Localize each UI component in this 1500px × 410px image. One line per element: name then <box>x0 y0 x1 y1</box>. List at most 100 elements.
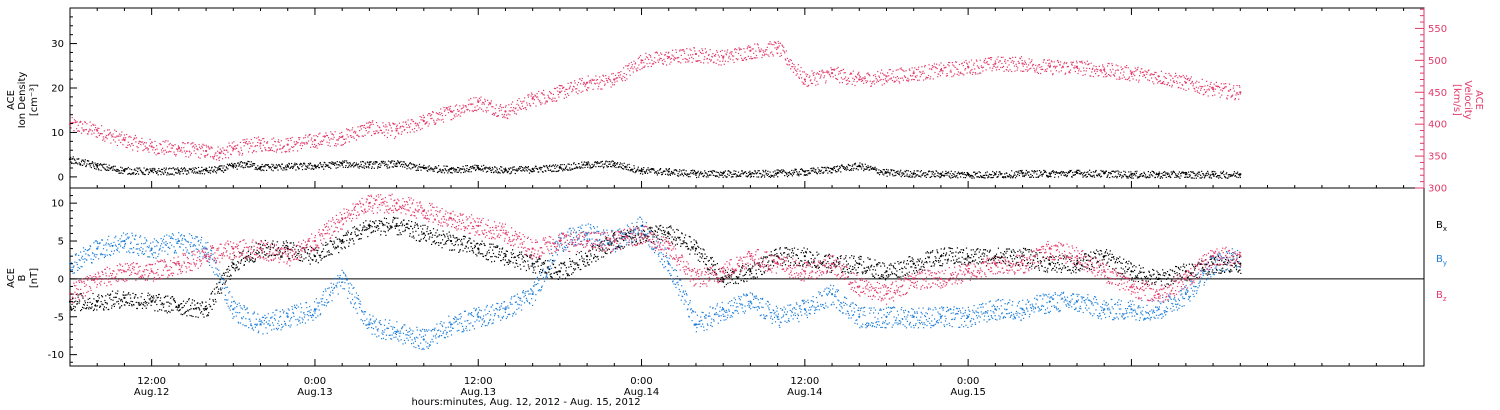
density-tick-label: 20 <box>51 84 64 95</box>
b-tick-label: -5 <box>54 312 64 323</box>
velocity-point <box>830 72 834 75</box>
velocity-point <box>776 46 779 49</box>
velocity-axis-title-line-2: Velocity <box>1462 80 1473 119</box>
velocity-axis-title-line-3: [km/s] <box>1451 84 1462 116</box>
density-point <box>368 163 371 166</box>
by-point <box>1048 300 1051 303</box>
bz-point <box>449 217 453 220</box>
x-tick-label-time: 12:00 <box>790 376 819 387</box>
x-tick-label-date: Aug.13 <box>461 387 496 398</box>
bx-point <box>477 247 480 250</box>
velocity-point <box>1211 87 1215 91</box>
bz-point <box>204 255 208 258</box>
bx-scatter-cloud <box>70 216 1242 318</box>
bz-point <box>1103 270 1106 273</box>
bx-point <box>749 270 752 273</box>
x-tick-label-time: 0:00 <box>304 376 326 387</box>
bx-point <box>1239 262 1242 265</box>
bottom-plot-area <box>68 193 1242 351</box>
density-scatter-cloud <box>70 156 1241 179</box>
velocity-point <box>558 91 561 94</box>
velocity-point <box>640 59 643 62</box>
x-tick-label-date: Aug.13 <box>297 387 332 398</box>
by-point <box>803 308 806 311</box>
by-point <box>749 300 752 303</box>
b-tick-label: 5 <box>58 237 64 248</box>
by-point <box>395 330 398 334</box>
legend-bx-sub: x <box>1443 225 1447 233</box>
bx-point <box>504 255 507 258</box>
velocity-point <box>449 110 453 113</box>
b-tick-label: 0 <box>58 274 64 285</box>
bx-point <box>694 247 698 250</box>
bz-point <box>1130 285 1133 288</box>
bx-point <box>803 255 806 258</box>
bx-point <box>667 232 670 235</box>
by-point <box>150 247 153 250</box>
bx-point <box>967 255 970 258</box>
bz-point <box>313 239 317 243</box>
velocity-tick-label: 400 <box>1428 120 1447 131</box>
bz-point <box>1075 255 1079 258</box>
velocity-tick-label: 300 <box>1428 184 1447 195</box>
density-point <box>259 166 262 169</box>
by-point <box>1157 308 1160 311</box>
bx-point <box>177 304 180 307</box>
bz-point <box>885 292 888 296</box>
velocity-tick-label: 550 <box>1428 24 1447 35</box>
bz-point <box>477 224 480 227</box>
bz-point <box>830 262 834 265</box>
bz-point <box>259 247 262 250</box>
bz-point <box>694 277 698 280</box>
velocity-point <box>939 68 943 72</box>
by-point <box>776 315 779 318</box>
velocity-point <box>1103 68 1106 72</box>
velocity-axis-title-line-1: ACE <box>1473 90 1484 110</box>
velocity-point <box>395 129 398 132</box>
x-tick-label-date: Aug.12 <box>134 387 169 398</box>
legend-bx-base: B <box>1436 220 1443 231</box>
axes: 12:00Aug.120:00Aug.1312:00Aug.130:00Aug.… <box>48 8 1447 398</box>
top-panel-frame <box>69 7 1425 189</box>
legend-bx: Bx <box>1436 220 1447 233</box>
x-tick-label-date: Aug.14 <box>624 387 659 398</box>
by-point <box>912 315 915 318</box>
velocity-point <box>749 49 752 52</box>
density-point <box>939 172 943 175</box>
bz-point <box>667 247 670 250</box>
bz-point <box>722 270 725 273</box>
velocity-point <box>259 142 262 145</box>
by-point <box>939 315 943 318</box>
velocity-tick-label: 350 <box>1428 152 1447 163</box>
density-point <box>667 170 670 173</box>
density-point <box>96 164 99 167</box>
x-axis-title: hours:minutes, Aug. 12, 2012 - Aug. 15, … <box>411 397 640 408</box>
x-tick-label-date: Aug.14 <box>787 387 822 398</box>
velocity-point <box>1184 81 1187 84</box>
velocity-point <box>313 139 317 142</box>
velocity-point <box>368 126 371 129</box>
by-point <box>722 308 725 311</box>
bx-point <box>531 262 534 265</box>
legend-by-base: B <box>1436 254 1443 265</box>
density-point <box>1130 173 1133 176</box>
by-point <box>1130 308 1133 311</box>
x-tick-label-date: Aug.15 <box>950 387 985 398</box>
velocity-point <box>1021 62 1024 65</box>
b-tick-label: -10 <box>48 350 64 361</box>
by-point <box>994 308 997 311</box>
legend-by: By <box>1436 254 1447 267</box>
x-tick-label-time: 0:00 <box>630 376 652 387</box>
velocity-point <box>204 149 208 153</box>
velocity-point <box>504 110 507 113</box>
b-axis-title-line-2: B <box>17 274 28 281</box>
velocity-point <box>1130 72 1133 75</box>
density-axis-title-line-2: Ion Density <box>17 72 28 129</box>
bz-point <box>613 239 616 243</box>
by-point <box>232 308 235 311</box>
by-point <box>1184 292 1187 296</box>
velocity-point <box>858 78 861 81</box>
by-point <box>967 315 970 318</box>
by-point <box>123 239 126 243</box>
